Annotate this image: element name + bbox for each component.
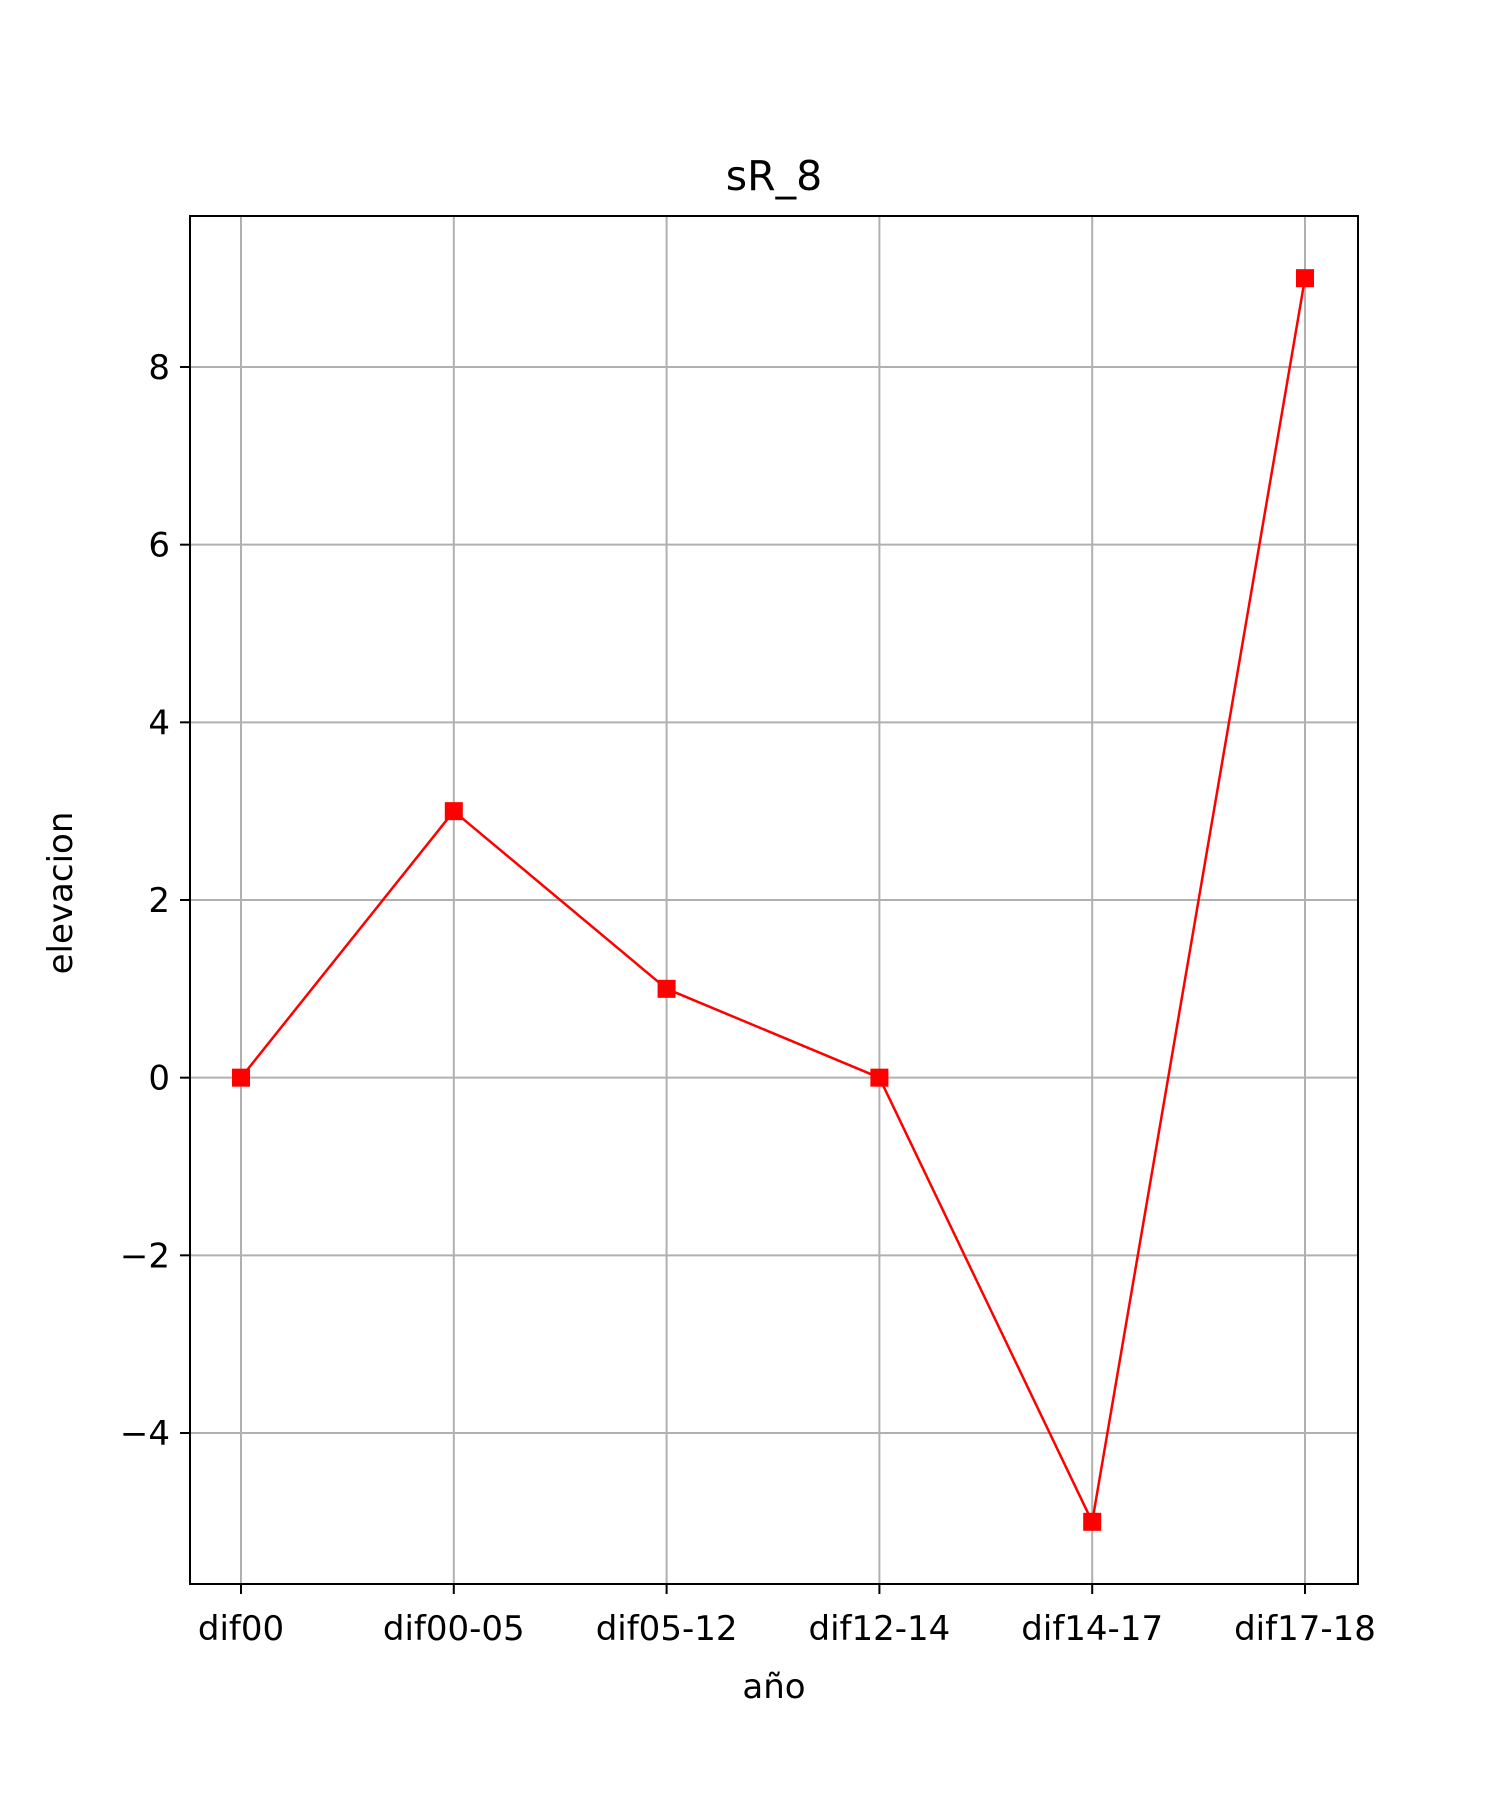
data-point-marker — [444, 802, 463, 821]
data-point-marker — [657, 979, 676, 998]
x-tick-label: dif17-18 — [1234, 1609, 1376, 1649]
y-tick-label: 4 — [148, 703, 170, 743]
y-tick-label: 0 — [148, 1059, 170, 1099]
series-markers — [232, 269, 1314, 1531]
y-axis-title: elevacion — [41, 812, 81, 975]
y-tick-label: 2 — [148, 881, 170, 921]
data-point-marker — [1296, 269, 1314, 288]
y-tick-label: 8 — [148, 348, 170, 388]
data-point-marker — [1083, 1512, 1102, 1531]
x-tick-label: dif05-12 — [596, 1609, 738, 1649]
ticks: dif00 dif00-05 dif05-12 dif12-14 dif14-17 dif… — [120, 348, 1376, 1649]
series-line — [240, 277, 1307, 1524]
data-point-marker — [232, 1068, 250, 1087]
x-tick-label: dif12-14 — [809, 1609, 951, 1649]
data-point-marker — [870, 1068, 889, 1087]
x-tick-label: dif00-05 — [383, 1609, 525, 1649]
x-tick-label: dif00 — [198, 1609, 284, 1649]
y-tick-label: −2 — [120, 1236, 170, 1276]
chart-title: sR_8 — [726, 152, 822, 200]
grid — [190, 216, 1358, 1584]
y-tick-label: −4 — [120, 1414, 170, 1454]
x-axis-title: año — [742, 1667, 805, 1707]
y-tick-label: 6 — [148, 526, 170, 566]
x-tick-label: dif14-17 — [1021, 1609, 1163, 1649]
series-polyline — [240, 277, 1307, 1524]
